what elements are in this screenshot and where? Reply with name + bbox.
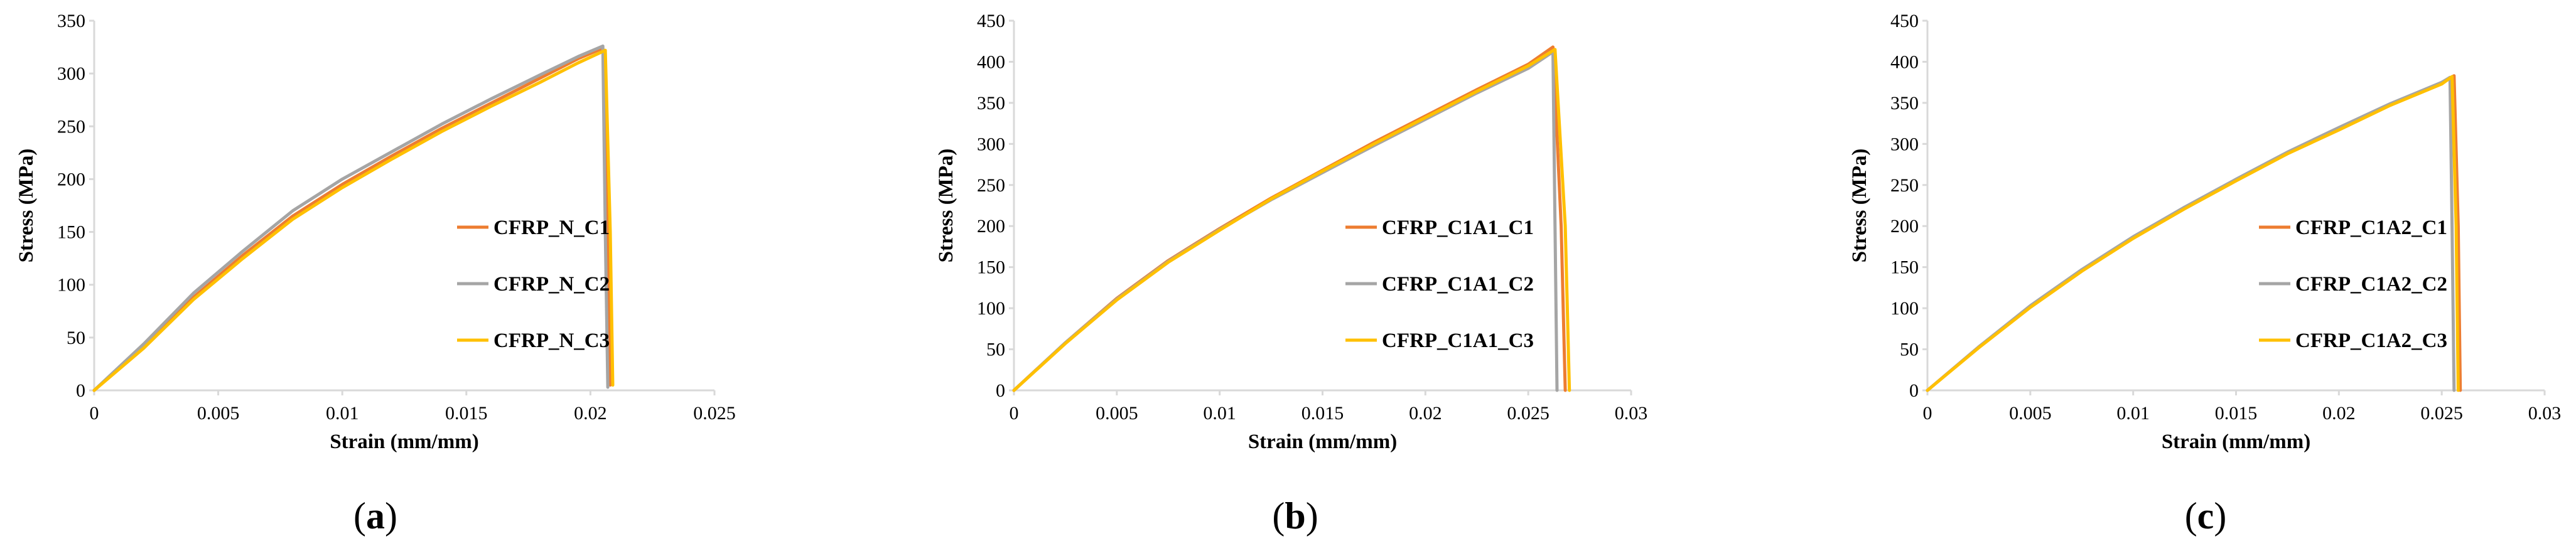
y-tick-label: 50 — [986, 340, 1005, 360]
x-tick-label: 0.02 — [574, 403, 607, 424]
y-tick-label: 200 — [57, 169, 85, 190]
panel-label-letter: a — [366, 495, 385, 537]
x-tick-label: 0.015 — [1301, 403, 1344, 424]
legend-label: CFRP_N_C1 — [493, 217, 610, 239]
y-tick-label: 0 — [996, 380, 1005, 401]
x-tick-label: 0.02 — [2322, 403, 2356, 424]
y-tick-label: 450 — [1890, 11, 1919, 31]
y-tick-label: 350 — [1890, 93, 1919, 114]
y-tick-label: 300 — [57, 63, 85, 84]
y-tick-label: 450 — [977, 11, 1005, 31]
series-line-cfrp-n-c1 — [92, 46, 612, 392]
y-tick-label: 400 — [1890, 51, 1919, 72]
legend-label: CFRP_N_C3 — [493, 329, 610, 352]
y-tick-label: 150 — [1890, 257, 1919, 278]
x-tick-label: 0 — [1010, 403, 1019, 424]
y-tick-label: 100 — [977, 298, 1005, 319]
legend-label: CFRP_C1A1_C1 — [1382, 217, 1534, 239]
x-tick-label: 0.005 — [1096, 403, 1138, 424]
x-tick-label: 0.005 — [197, 403, 240, 424]
x-tick-label: 0.025 — [693, 403, 736, 424]
y-tick-label: 400 — [977, 51, 1005, 72]
y-tick-label: 300 — [1890, 134, 1919, 154]
x-tick-label: 0.01 — [2116, 403, 2150, 424]
y-tick-label: 200 — [977, 216, 1005, 237]
x-tick-label: 0.015 — [445, 403, 488, 424]
y-tick-label: 250 — [977, 175, 1005, 196]
legend-label: CFRP_C1A2_C3 — [2295, 329, 2447, 352]
x-tick-label: 0.025 — [1507, 403, 1549, 424]
x-axis-title: Strain (mm/mm) — [1248, 431, 1397, 453]
x-tick-label: 0.03 — [2528, 403, 2562, 424]
panel-label-letter: c — [2197, 495, 2214, 537]
y-tick-label: 150 — [977, 257, 1005, 278]
x-tick-label: 0.02 — [1409, 403, 1442, 424]
y-axis-title: Stress (MPa) — [935, 149, 957, 263]
x-tick-label: 0.015 — [2215, 403, 2258, 424]
y-axis-title: Stress (MPa) — [1848, 149, 1871, 263]
x-tick-label: 0.025 — [2420, 403, 2463, 424]
y-axis-title: Stress (MPa) — [15, 149, 38, 263]
panel-label: (b) — [1272, 495, 1318, 537]
y-tick-label: 350 — [57, 11, 85, 31]
legend-label: CFRP_N_C2 — [493, 273, 610, 296]
y-tick-label: 300 — [977, 134, 1005, 154]
panel-label: (a) — [353, 495, 397, 537]
series-line-cfrp-n-c3 — [92, 48, 615, 392]
y-tick-label: 50 — [1900, 340, 1919, 360]
x-tick-label: 0 — [90, 403, 99, 424]
panel-label-letter: b — [1285, 495, 1305, 537]
chart-panel-a: 0 50 100 150 200 250 300 350 0 0.005 0.01 0.015 0.02… — [15, 11, 736, 537]
y-tick-label: 250 — [1890, 175, 1919, 196]
y-tick-label: 0 — [1909, 380, 1919, 401]
legend-label: CFRP_C1A2_C2 — [2295, 273, 2447, 296]
x-tick-label: 0.01 — [1203, 403, 1236, 424]
y-tick-label: 150 — [57, 222, 85, 243]
x-axis-title: Strain (mm/mm) — [330, 431, 478, 453]
y-tick-label: 250 — [57, 116, 85, 137]
series-line-cfrp-n-c2 — [92, 44, 610, 392]
chart-panel-c: 0 50 100 150 200 250 300 350 400 450 0 0.005 0.01 0.0… — [1848, 11, 2561, 537]
y-tick-label: 350 — [977, 93, 1005, 114]
y-tick-label: 50 — [67, 328, 85, 348]
x-tick-label: 0.01 — [326, 403, 359, 424]
series-line-cfrp-c1a2-c3 — [1926, 75, 2460, 392]
x-tick-label: 0.03 — [1615, 403, 1648, 424]
legend-label: CFRP_C1A2_C1 — [2295, 217, 2447, 239]
y-tick-label: 100 — [1890, 298, 1919, 319]
x-tick-label: 0 — [1923, 403, 1932, 424]
legend-label: CFRP_C1A1_C3 — [1382, 329, 1534, 352]
legend-label: CFRP_C1A1_C2 — [1382, 273, 1534, 296]
x-axis-title: Strain (mm/mm) — [2162, 431, 2310, 453]
chart-panel-b: 0 50 100 150 200 250 300 350 400 450 0 0.005 0.01 0.0… — [935, 11, 1647, 537]
series-line-cfrp-c1a1-c3 — [1012, 48, 1571, 392]
y-tick-label: 200 — [1890, 216, 1919, 237]
y-tick-label: 100 — [57, 275, 85, 296]
panel-label: (c) — [2185, 495, 2227, 537]
y-tick-label: 0 — [76, 380, 85, 401]
x-tick-label: 0.005 — [2009, 403, 2052, 424]
